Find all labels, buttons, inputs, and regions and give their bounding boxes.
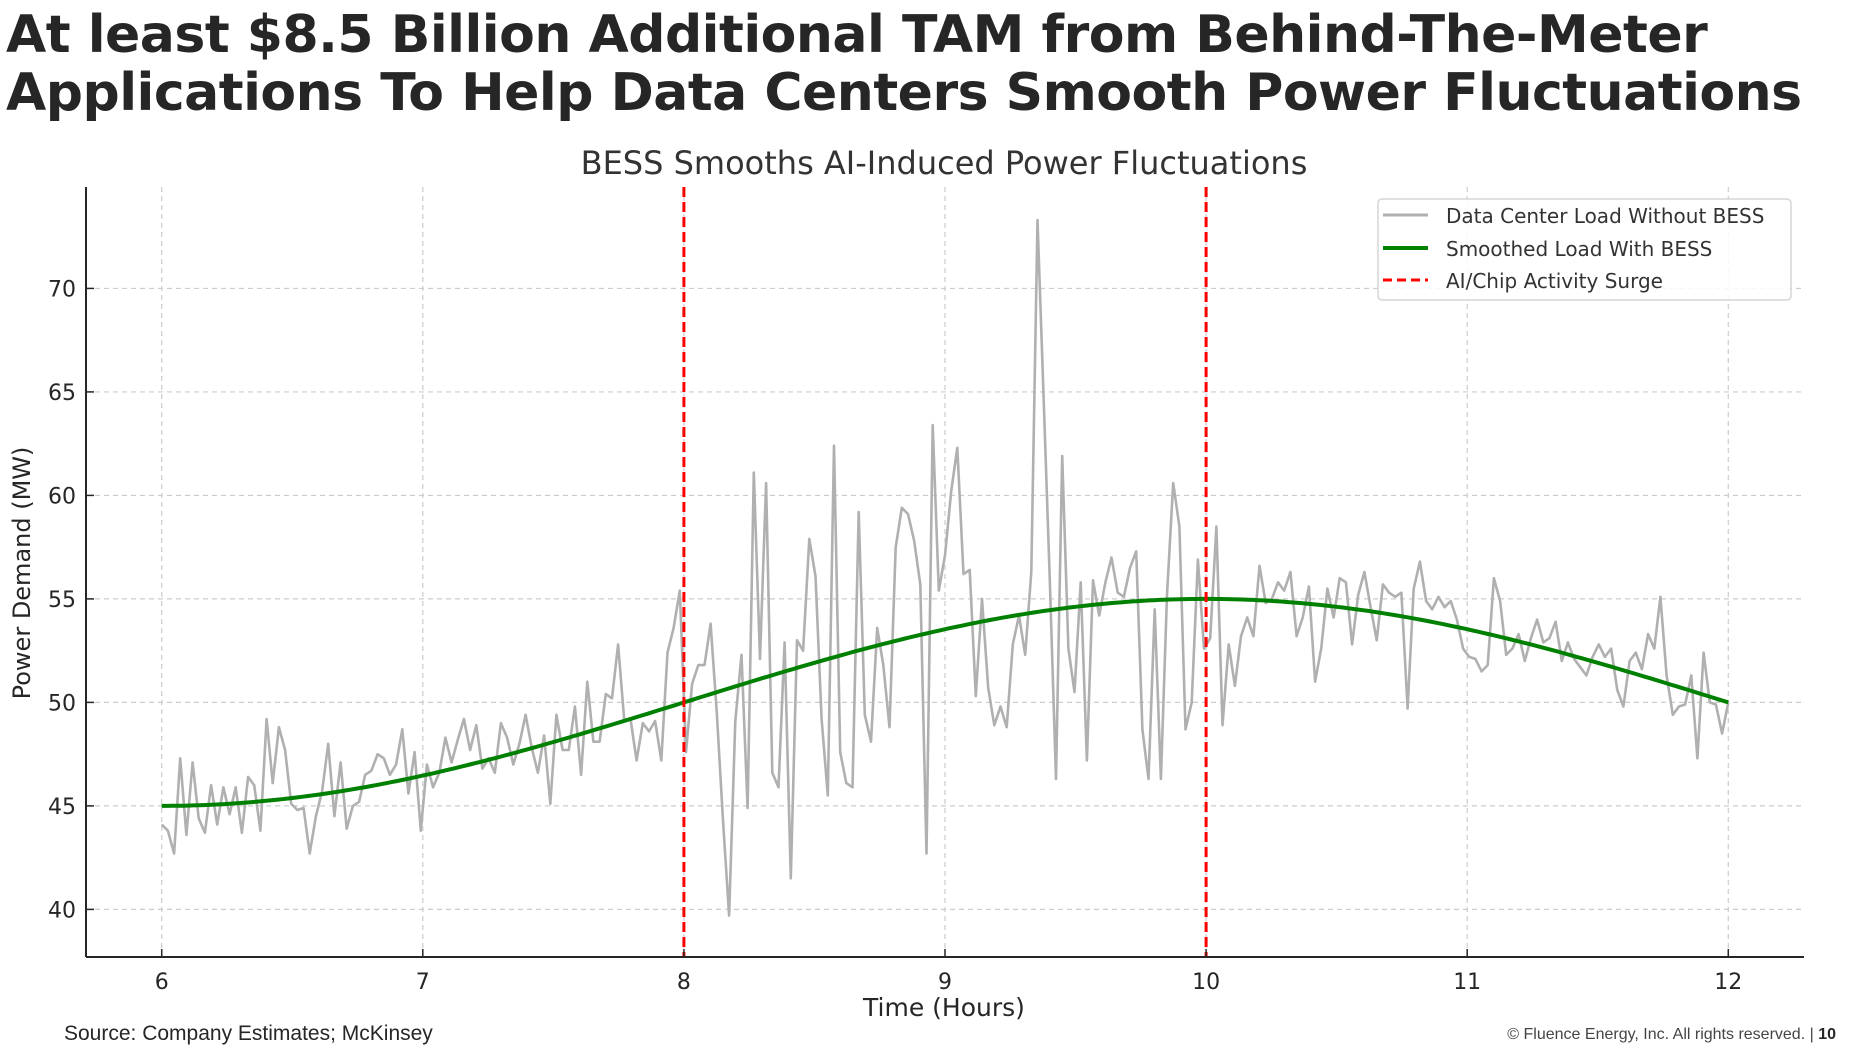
x-tick-label: 12 — [1714, 970, 1742, 995]
legend-label-surge: AI/Chip Activity Surge — [1446, 269, 1663, 293]
chart-title: BESS Smooths AI-Induced Power Fluctuatio… — [581, 144, 1308, 182]
x-tick-label: 9 — [938, 970, 952, 995]
y-tick-label: 60 — [48, 484, 76, 509]
legend: Data Center Load Without BESS Smoothed L… — [1377, 198, 1792, 301]
series-layer — [160, 187, 1730, 957]
gridlines — [86, 187, 1804, 957]
y-axis-label: Power Demand (MW) — [8, 447, 36, 700]
x-tick-label: 7 — [416, 970, 430, 995]
source-note: Source: Company Estimates; McKinsey — [64, 1022, 433, 1045]
y-tick-label: 50 — [48, 691, 76, 716]
copyright-text: © Fluence Energy, Inc. All rights reserv… — [1507, 1026, 1814, 1043]
y-tick-label: 55 — [48, 588, 76, 613]
raw-load-line — [160, 218, 1730, 917]
y-tick-label: 45 — [48, 795, 76, 820]
x-tick-label: 6 — [155, 970, 169, 995]
axes: 6 7 8 9 10 11 12 40 45 50 55 60 65 70 — [48, 187, 1804, 995]
x-tick-label: 10 — [1192, 970, 1220, 995]
x-axis-label: Time (Hours) — [862, 993, 1025, 1022]
legend-label-raw: Data Center Load Without BESS — [1446, 204, 1764, 228]
headline-line-2: Applications To Help Data Centers Smooth… — [6, 63, 1802, 123]
slide-headline: At least $8.5 Billion Additional TAM fro… — [6, 6, 1802, 122]
y-tick-label: 70 — [48, 277, 76, 302]
x-tick-label: 11 — [1453, 970, 1481, 995]
x-tick-label: 8 — [677, 970, 691, 995]
footer: © Fluence Energy, Inc. All rights reserv… — [1507, 1026, 1836, 1044]
page-number: 10 — [1818, 1026, 1836, 1043]
y-tick-label: 40 — [48, 898, 76, 923]
smoothed-load-line — [161, 596, 1729, 808]
legend-box — [1377, 198, 1792, 301]
headline-line-1: At least $8.5 Billion Additional TAM fro… — [6, 5, 1708, 65]
legend-label-smoothed: Smoothed Load With BESS — [1446, 237, 1712, 261]
y-tick-label: 65 — [48, 381, 76, 406]
